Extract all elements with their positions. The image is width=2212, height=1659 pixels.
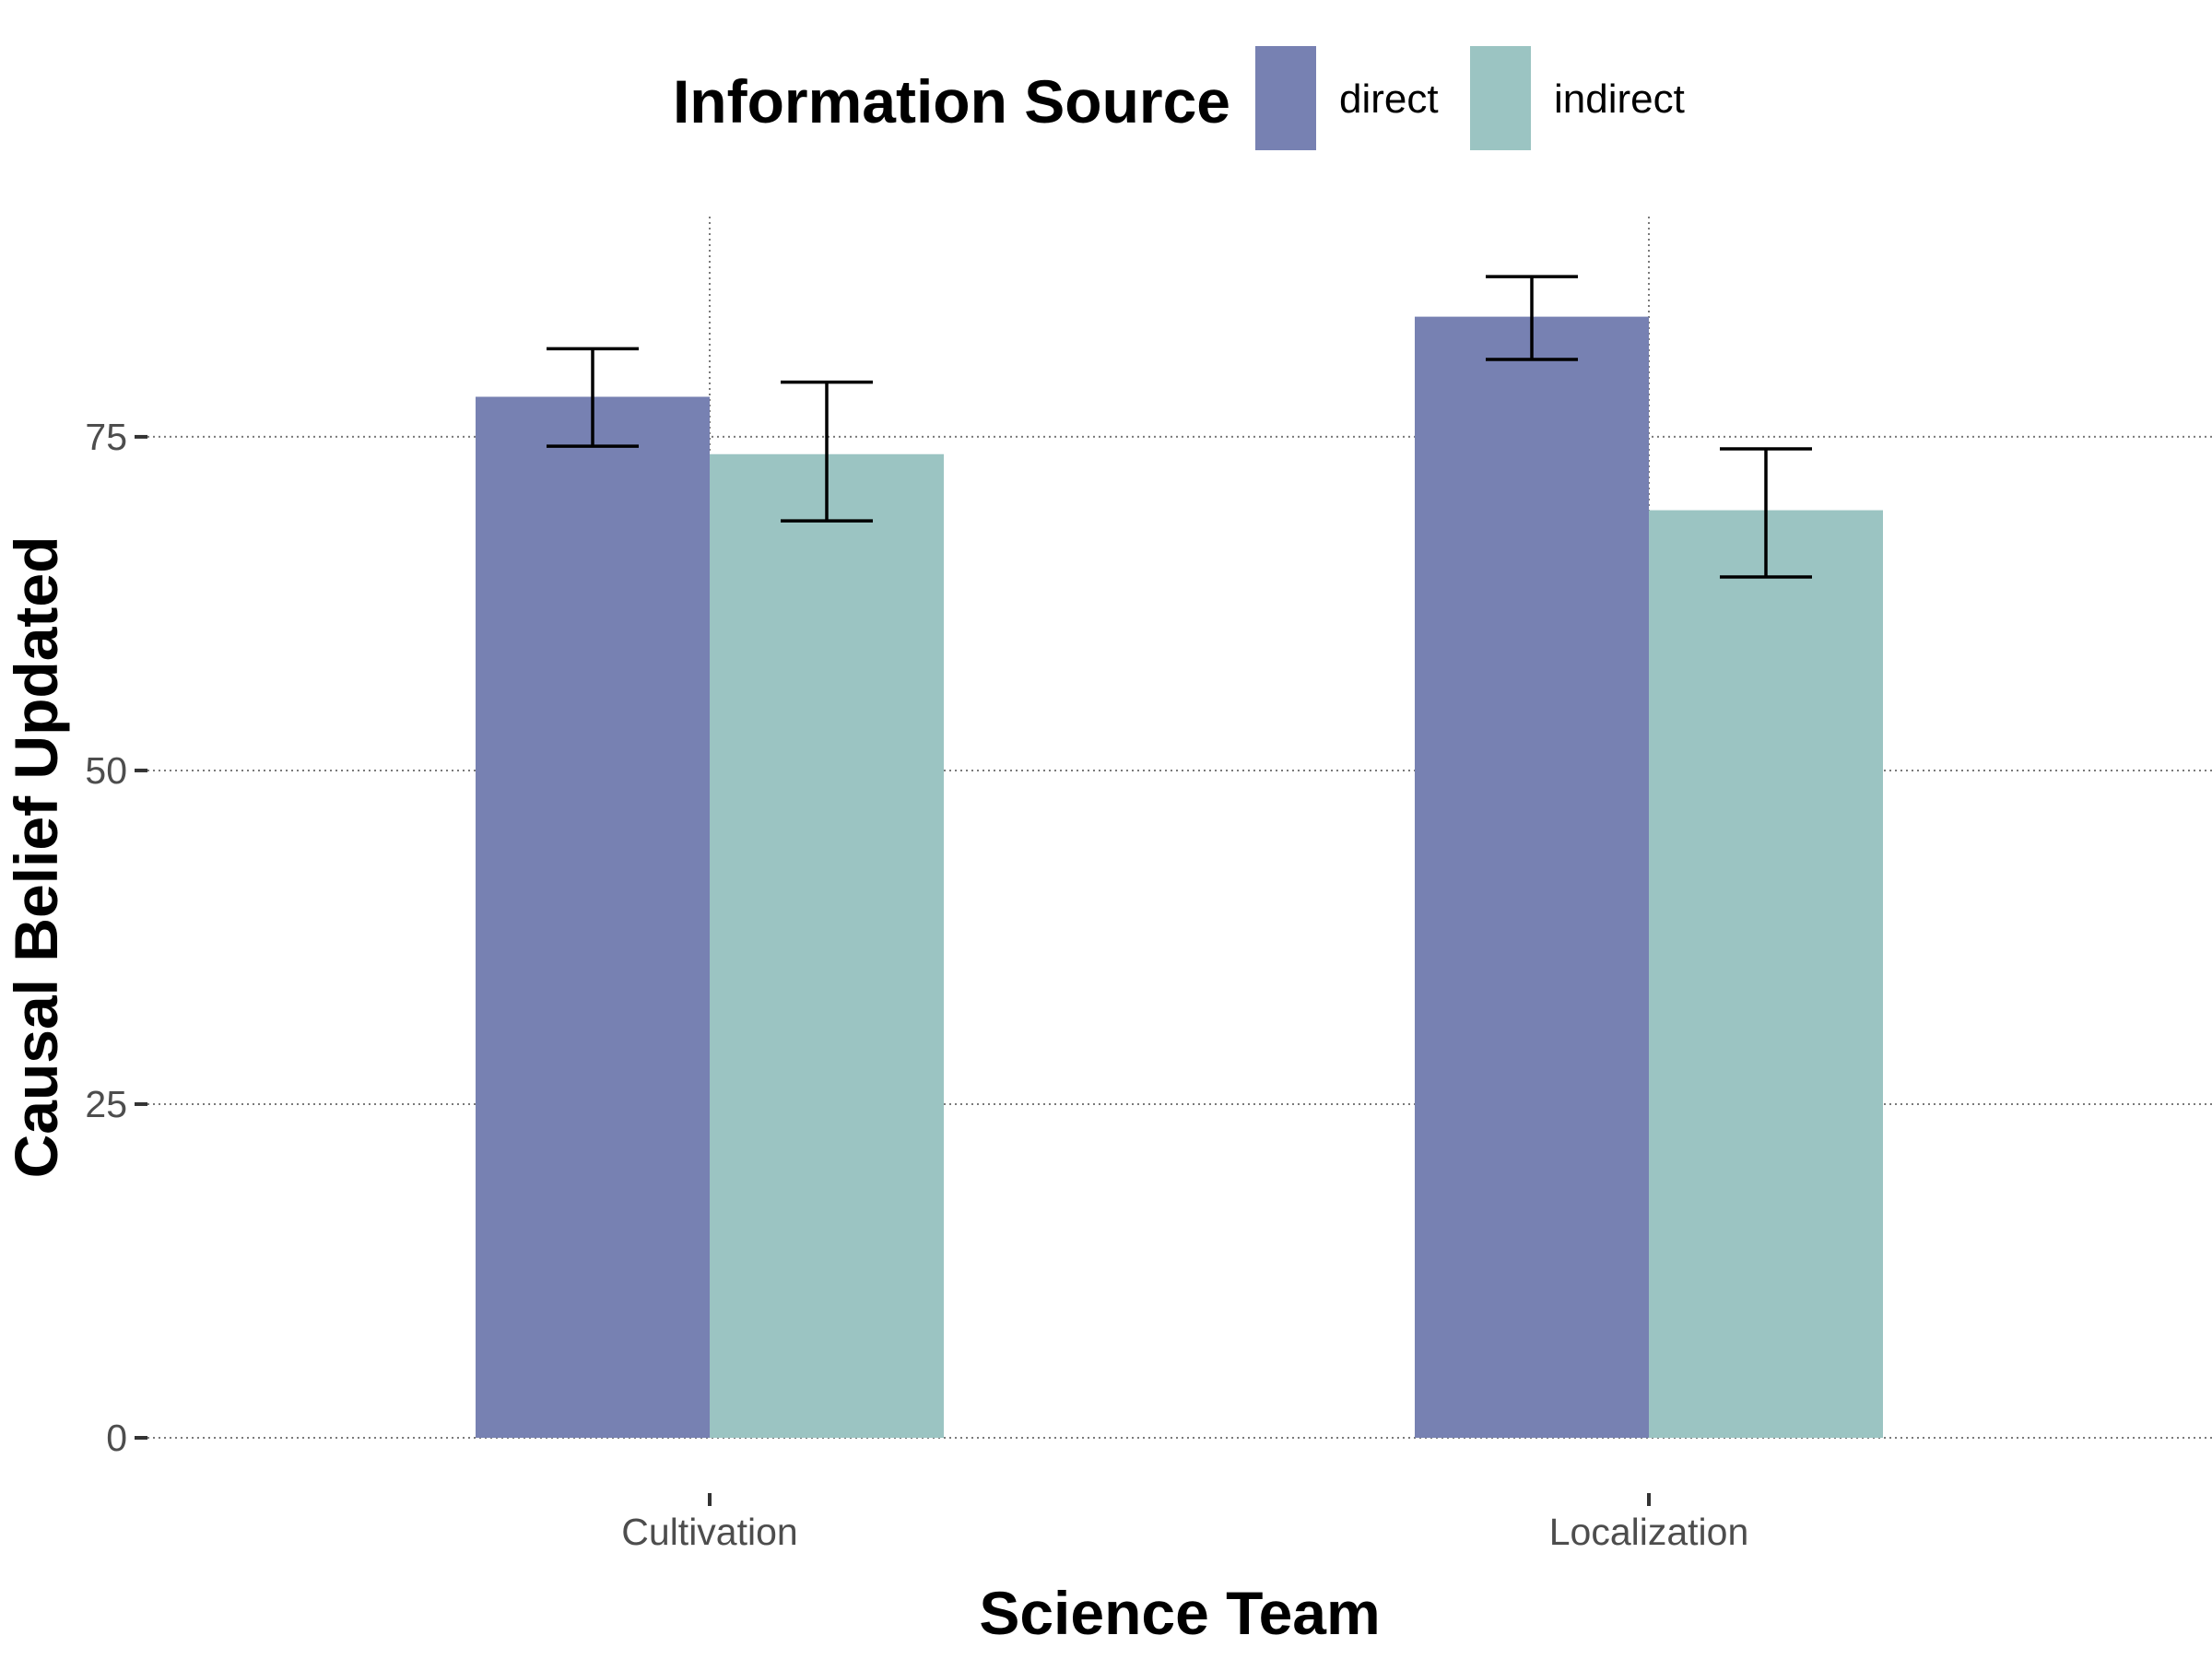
error-bar-direct-cultivation — [547, 347, 639, 448]
error-bar-indirect-cultivation — [781, 380, 873, 523]
bar-direct-cultivation — [476, 396, 710, 1438]
error-bar-indirect-localization — [1720, 447, 1812, 579]
bars — [476, 316, 1883, 1439]
x-tick-label: Cultivation — [621, 1511, 797, 1553]
gridlines — [147, 217, 2212, 1439]
y-tick-label: 75 — [85, 416, 127, 458]
y-tick-label: 25 — [85, 1083, 127, 1125]
bar-indirect-cultivation — [710, 453, 944, 1439]
legend-label-direct: direct — [1339, 76, 1439, 122]
x-axis-title: Science Team — [979, 1579, 1380, 1647]
bar-direct-localization — [1415, 316, 1649, 1438]
y-tick-label: 0 — [106, 1417, 127, 1459]
legend-label-indirect: indirect — [1554, 76, 1685, 122]
error-bar-direct-localization — [1486, 275, 1578, 361]
y-tick-label: 50 — [85, 749, 127, 792]
y-axis-title: Causal Belief Updated — [2, 536, 70, 1179]
legend: Information Source direct indirect — [673, 46, 1685, 150]
error-bars — [547, 275, 1812, 579]
legend-swatch-indirect — [1470, 46, 1531, 150]
legend-swatch-direct — [1255, 46, 1316, 150]
legend-title: Information Source — [673, 67, 1230, 135]
axes: 0 25 50 75 Cultivation Localization — [85, 416, 1748, 1553]
x-tick-label: Localization — [1549, 1511, 1749, 1553]
bar-indirect-localization — [1649, 510, 1883, 1438]
